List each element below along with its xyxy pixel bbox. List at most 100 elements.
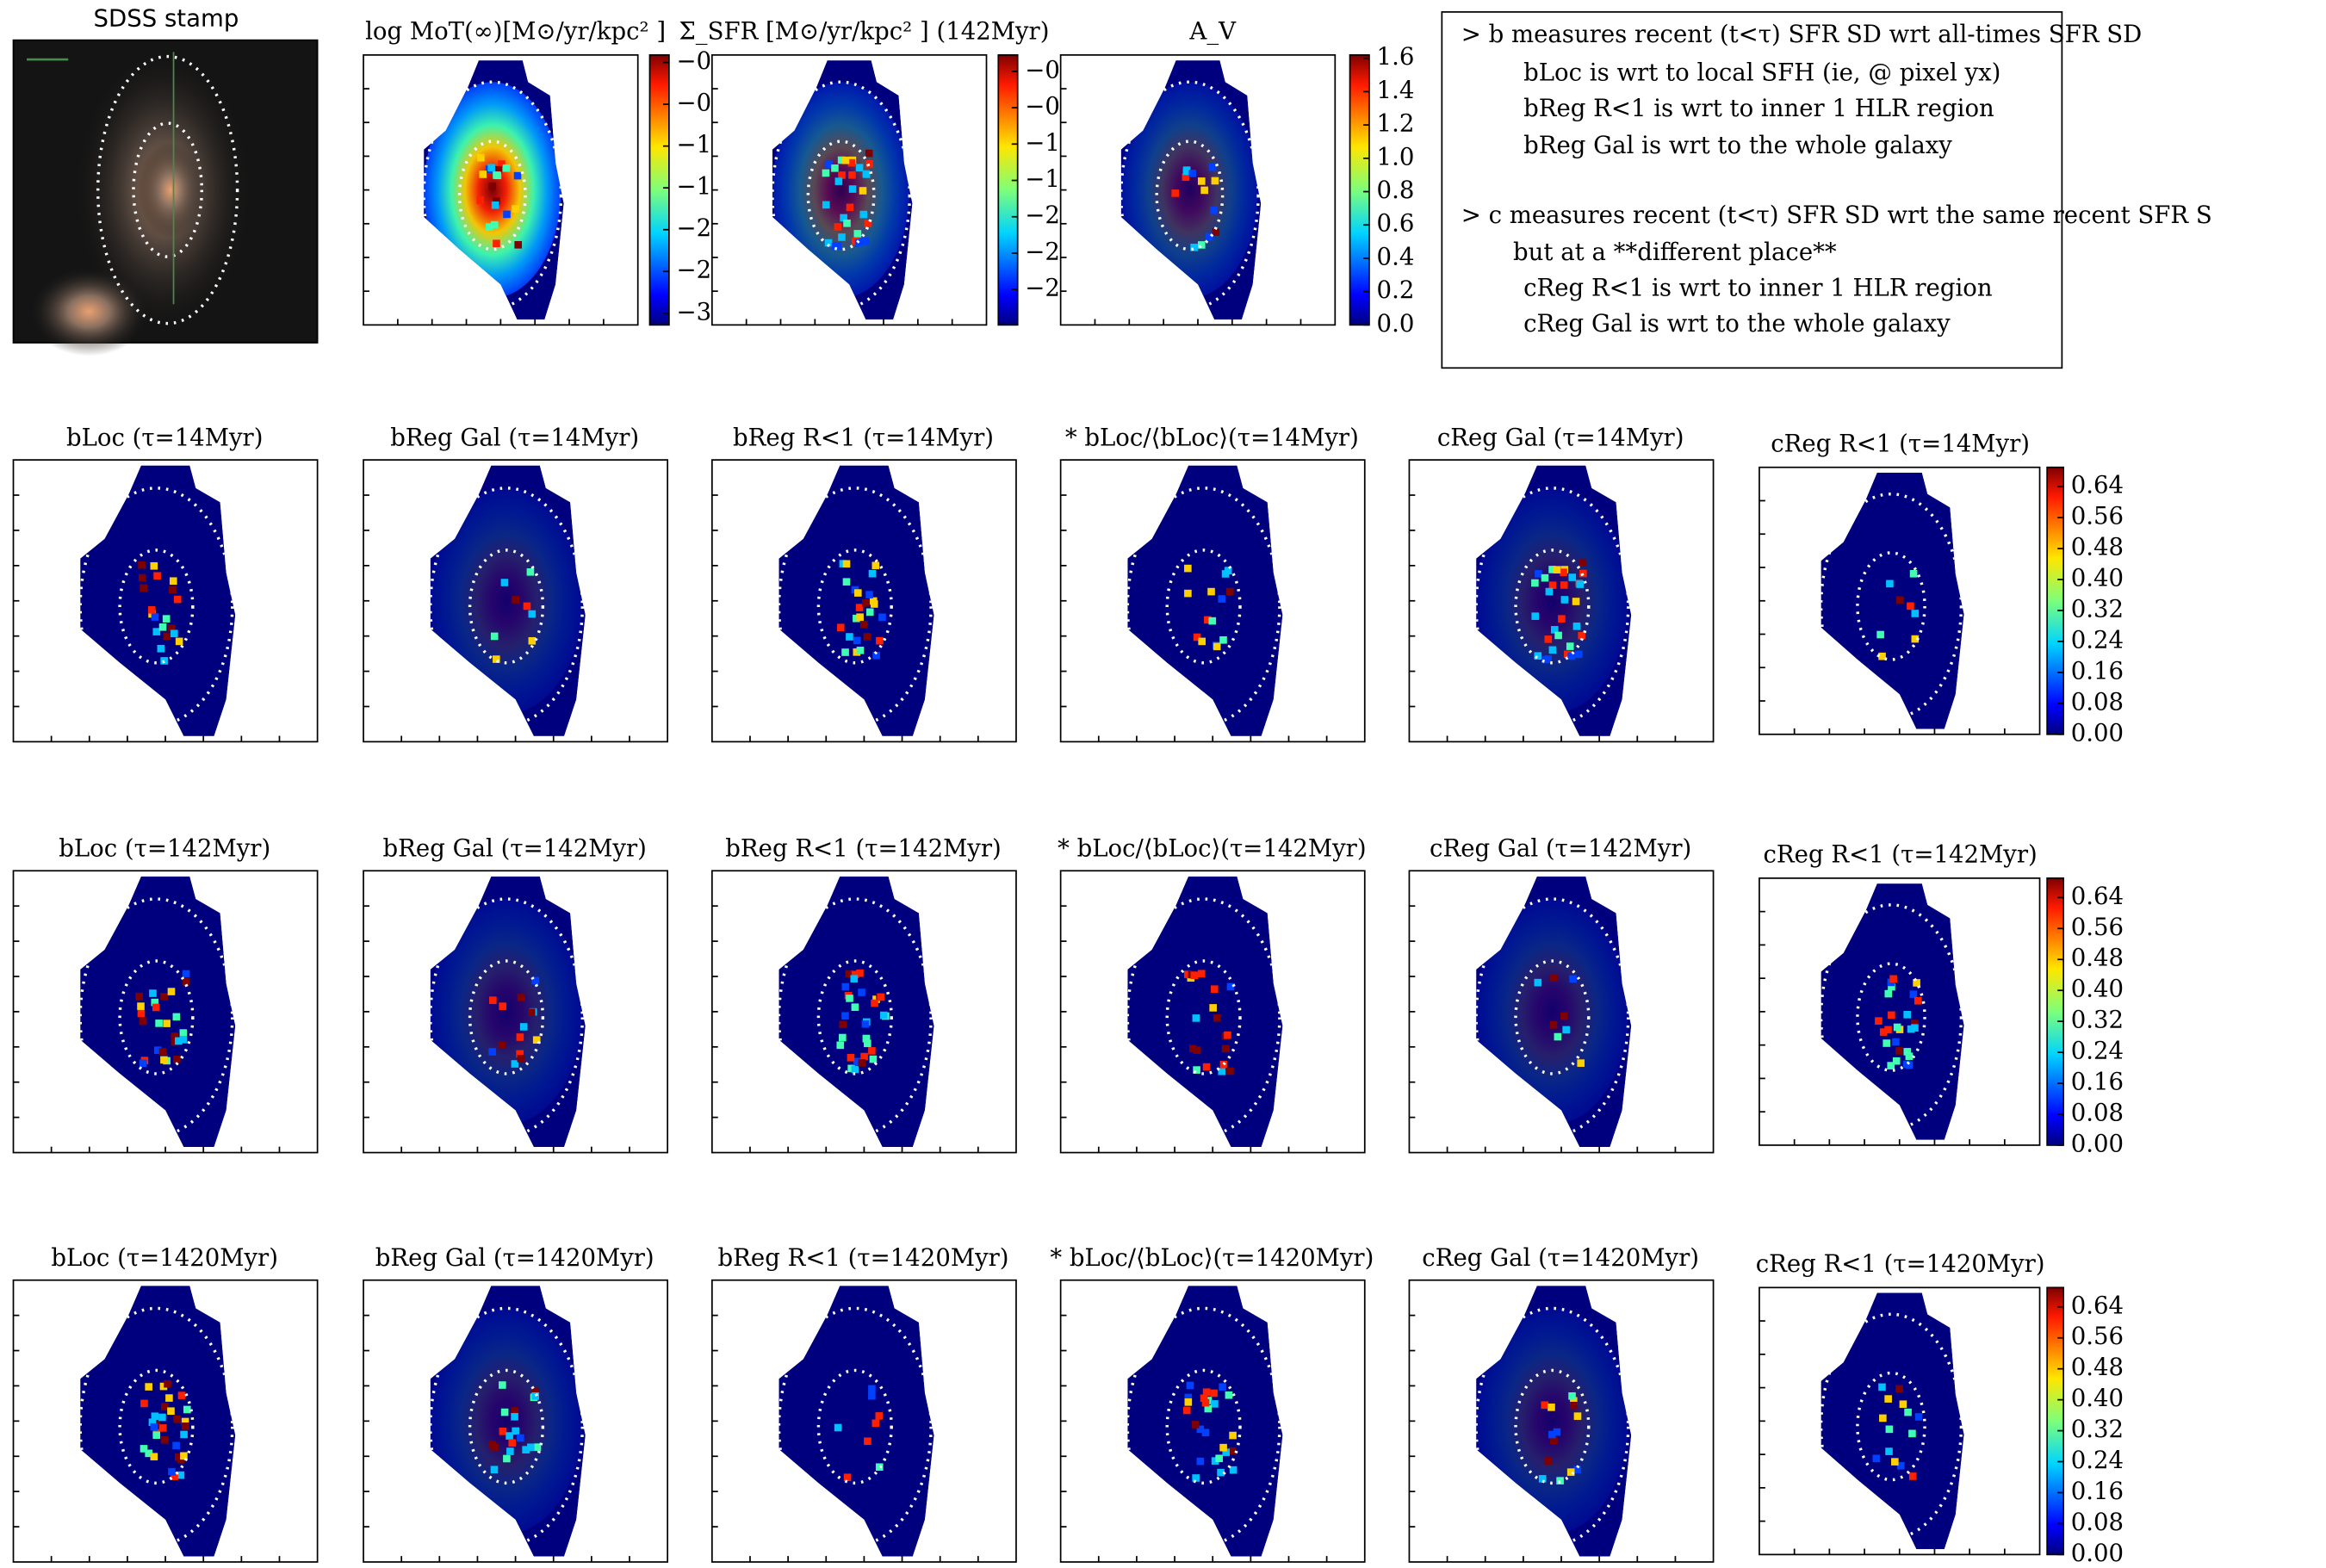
map-pixel xyxy=(834,242,842,250)
map-pixel xyxy=(1541,1401,1549,1410)
map-pixel xyxy=(1884,1395,1892,1403)
galaxy-map xyxy=(1820,472,1964,729)
map-pixel xyxy=(1211,177,1219,185)
map-pixel xyxy=(167,988,176,995)
map-pixel xyxy=(1534,978,1542,987)
map-pixel xyxy=(511,1413,518,1421)
map-pixel xyxy=(1197,177,1206,185)
map-pixel xyxy=(511,1407,519,1415)
map-pixel xyxy=(868,1385,876,1393)
colorbar-tick-label: −2 xyxy=(676,257,711,284)
hlr-ellipse xyxy=(118,959,195,1075)
map-pixel xyxy=(1215,1454,1223,1463)
map-pixel xyxy=(1219,1443,1227,1452)
hlr-ellipse xyxy=(816,548,893,665)
map-pixel xyxy=(1885,1447,1893,1455)
map-pixel xyxy=(519,1023,528,1031)
hlr-ellipse xyxy=(430,1306,585,1547)
map-pixel xyxy=(853,230,862,238)
hlr-ellipse xyxy=(1820,903,1963,1131)
map-pixel xyxy=(152,628,161,635)
map-pixel xyxy=(848,170,856,179)
panel-title: SDSS stamp xyxy=(94,5,239,33)
map-pixel xyxy=(477,153,485,162)
colorbar xyxy=(2046,877,2064,1146)
map-pixel xyxy=(157,644,165,653)
map-pixel xyxy=(500,579,509,586)
map-pixel xyxy=(1210,1389,1218,1398)
map-pixel xyxy=(1911,635,1920,643)
colorbar-tick-label: 0.00 xyxy=(2071,719,2124,747)
hlr-ellipse xyxy=(1820,493,1963,720)
map-pixel xyxy=(517,1055,525,1063)
map-pixel xyxy=(1553,1428,1561,1436)
map-pixel xyxy=(1228,1447,1237,1455)
map-pixel xyxy=(1221,1044,1230,1053)
map-pixel xyxy=(145,1383,152,1391)
colorbar-tick-label: 0.56 xyxy=(2071,503,2124,530)
hlr-ellipse xyxy=(424,80,563,311)
colorbar xyxy=(2046,466,2064,735)
map-pixel xyxy=(137,1002,145,1010)
map-pixel xyxy=(152,1431,161,1440)
map-pixel xyxy=(1201,1398,1210,1407)
map-pixel xyxy=(1209,1004,1217,1012)
galaxy-mask xyxy=(80,876,236,1148)
galaxy-map xyxy=(430,876,586,1148)
map-pixel xyxy=(494,165,502,174)
map-pixel xyxy=(1913,979,1920,987)
colorbar xyxy=(2046,1286,2064,1556)
colorbar-tick-label: 0.64 xyxy=(2071,472,2124,499)
map-pixel xyxy=(1879,1414,1887,1422)
map-pixel xyxy=(1224,567,1232,574)
map-pixel xyxy=(172,1013,181,1021)
map-pixel xyxy=(531,1391,539,1400)
hlr-ellipse xyxy=(1165,1368,1242,1485)
map-pixel xyxy=(1206,232,1213,241)
map-pixel xyxy=(1573,1412,1582,1420)
galaxy-map xyxy=(1127,1286,1283,1557)
colorbar-tick-label: 0.64 xyxy=(2071,883,2124,910)
map-pixel xyxy=(488,1048,496,1056)
map-pixel xyxy=(1225,587,1234,596)
map-pixel xyxy=(514,241,522,249)
map-pixel xyxy=(160,1056,168,1064)
map-pixel xyxy=(1210,985,1219,993)
map-pixel xyxy=(1911,1024,1919,1032)
map-pixel xyxy=(850,975,859,982)
map-pixel xyxy=(167,1407,175,1416)
map-pixel xyxy=(533,1443,542,1451)
colorbar xyxy=(648,53,670,326)
hlr-ellipse xyxy=(1856,551,1926,661)
map-pixel xyxy=(523,602,531,610)
hlr-ellipse xyxy=(1155,139,1225,251)
map-pixel xyxy=(1909,990,1918,998)
map-pixel xyxy=(869,1055,878,1063)
map-pixel xyxy=(503,1454,511,1463)
galaxy-map xyxy=(1476,465,1632,736)
map-pixel xyxy=(1893,1023,1901,1032)
map-pixel xyxy=(486,223,493,231)
colorbar-tick-label: 0.4 xyxy=(1377,243,1415,270)
galaxy-mask xyxy=(778,465,934,736)
colorbar-tick-label: 0.40 xyxy=(2071,976,2124,1003)
map-pixel xyxy=(1884,989,1893,998)
map-pixel xyxy=(148,1418,157,1427)
map-pixel xyxy=(160,993,168,1001)
hlr-ellipse xyxy=(468,548,545,665)
map-pixel xyxy=(834,223,842,231)
map-pixel xyxy=(822,169,830,177)
heat-core xyxy=(772,82,910,299)
map-pixel xyxy=(177,1391,186,1399)
map-pixel xyxy=(491,201,499,209)
map-pixel xyxy=(831,164,839,172)
colorbar-tick-label: −1 xyxy=(676,173,711,201)
galaxy-mask xyxy=(1127,1286,1283,1557)
map-pixel xyxy=(527,1008,536,1016)
hlr-ellipse xyxy=(80,897,234,1137)
map-pixel xyxy=(517,1434,524,1442)
map-pixel xyxy=(512,596,520,604)
hlr-ellipse xyxy=(1476,1306,1630,1547)
map-pixel xyxy=(1911,1020,1919,1027)
panel-title: cReg Gal (τ=142Myr) xyxy=(1430,835,1691,863)
